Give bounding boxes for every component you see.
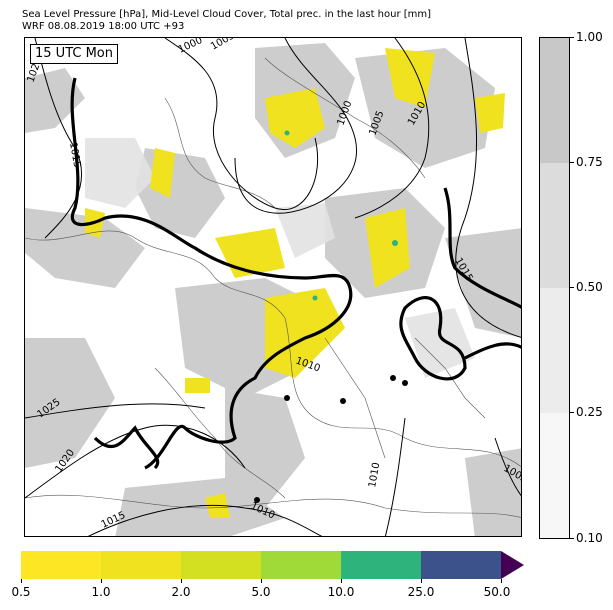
cloud-bar-segment (540, 163, 569, 288)
chart-title: Sea Level Pressure [hPa], Mid-Level Clou… (22, 9, 432, 20)
cloud-tick-label: 0.10 (576, 531, 603, 545)
precip-bar-segment (21, 551, 101, 579)
precip-tick-label: 0.5 (11, 585, 31, 599)
precip-extend-arrow (501, 551, 524, 579)
cloud-cover-light (85, 138, 475, 378)
isobars-thin (25, 38, 521, 536)
cloud-tick-label: 0.25 (576, 405, 603, 419)
map-canvas: 1020 1000 1005 1015 1000 1005 1010 1015 … (25, 38, 521, 536)
cloud-tick-label: 0.50 (576, 280, 603, 294)
isobar-1015-thick (70, 77, 521, 470)
chart-subtitle: WRF 08.08.2019 18:00 UTC +93 (22, 21, 185, 32)
precip-tick-label: 5.0 (251, 585, 271, 599)
precip-tick-label: 10.0 (327, 585, 355, 599)
cloud-tick-label: 1.00 (576, 30, 603, 44)
isobar-label: 1005 (209, 38, 237, 53)
isobar-label: 1015 (67, 142, 82, 169)
weather-map: 1020 1000 1005 1015 1000 1005 1010 1015 … (24, 37, 522, 537)
precip-bar-segment (101, 551, 181, 579)
precip-tick-label: 2.0 (171, 585, 191, 599)
valid-time-label: 15 UTC Mon (30, 44, 118, 64)
isobar-label: 1010 (367, 462, 382, 489)
precip-heavy (284, 130, 398, 301)
cloud-bar-segment (540, 288, 569, 413)
precip-tick-label: 25.0 (407, 585, 435, 599)
precip-tick-label: 1.0 (91, 585, 111, 599)
cloud-bar-segment (540, 38, 569, 163)
coastlines (25, 57, 521, 518)
precip-bar-segment (341, 551, 421, 579)
precip-tick-label: 50.0 (483, 585, 511, 599)
precip-colorbar (21, 551, 501, 579)
precip-bar-segment (261, 551, 341, 579)
cloud-cover-colorbar (539, 37, 570, 539)
small-lows (254, 375, 408, 503)
isobar-label: 1000 (177, 38, 205, 56)
precip-bar-segment (421, 551, 501, 579)
cloud-bar-segment (540, 413, 569, 538)
precip-bar-segment (181, 551, 261, 579)
cloud-tick-label: 0.75 (576, 155, 603, 169)
